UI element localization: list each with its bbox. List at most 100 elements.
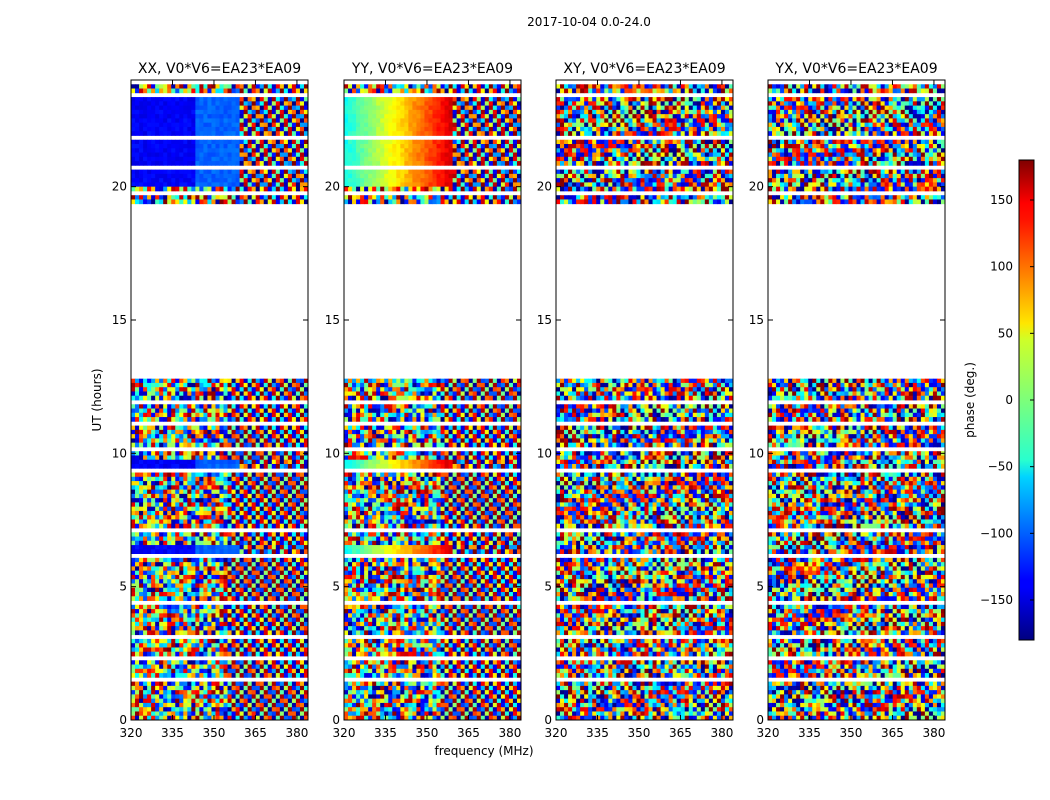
heatmap-cell xyxy=(143,506,148,512)
heatmap-cell xyxy=(207,382,212,388)
heatmap-cell xyxy=(432,88,437,94)
heatmap-cell xyxy=(508,101,514,106)
heatmap-cell xyxy=(147,109,152,115)
heatmap-cell xyxy=(283,566,289,572)
heatmap-cell xyxy=(271,664,277,670)
heatmap-cell xyxy=(480,126,486,132)
heatmap-cell xyxy=(295,105,301,111)
heatmap-cell xyxy=(167,702,172,708)
heatmap-cell xyxy=(263,451,269,456)
heatmap-cell xyxy=(259,643,265,648)
heatmap-cell xyxy=(211,493,216,499)
heatmap-cell xyxy=(512,101,518,106)
heatmap-cell xyxy=(424,139,429,145)
heatmap-cell xyxy=(235,391,241,397)
heatmap-cell xyxy=(159,144,164,149)
heatmap-cell xyxy=(167,152,172,158)
heatmap-cell xyxy=(211,532,216,537)
heatmap-cell xyxy=(175,186,180,192)
heatmap-cell xyxy=(239,673,245,678)
heatmap-cell xyxy=(143,715,148,721)
heatmap-cell xyxy=(287,464,293,469)
heatmap-cell xyxy=(420,118,425,124)
heatmap-cell xyxy=(227,148,232,153)
heatmap-cell xyxy=(299,609,305,614)
heatmap-cell xyxy=(259,540,265,546)
heatmap-cell xyxy=(159,579,164,584)
heatmap-cell xyxy=(247,502,253,508)
heatmap-cell xyxy=(199,152,204,158)
heatmap-cell xyxy=(299,395,305,401)
heatmap-cell xyxy=(215,549,220,554)
heatmap-cell xyxy=(279,425,285,431)
heatmap-cell xyxy=(436,144,441,149)
heatmap-cell xyxy=(468,156,474,162)
heatmap-cell xyxy=(131,638,136,644)
heatmap-cell xyxy=(131,429,136,435)
heatmap-cell xyxy=(404,105,409,111)
heatmap-cell xyxy=(484,97,490,102)
heatmap-cell xyxy=(243,169,249,175)
heatmap-cell xyxy=(251,442,257,448)
heatmap-cell xyxy=(271,519,277,525)
heatmap-cell xyxy=(283,425,289,431)
heatmap-cell xyxy=(175,715,180,721)
heatmap-cell xyxy=(291,660,297,665)
heatmap-cell xyxy=(239,178,245,183)
heatmap-cell xyxy=(267,583,273,589)
heatmap-cell xyxy=(143,481,148,486)
heatmap-cell xyxy=(235,118,241,124)
heatmap-cell xyxy=(263,638,269,644)
heatmap-cell xyxy=(215,464,220,469)
heatmap-cell xyxy=(131,707,136,712)
heatmap-cell xyxy=(271,613,277,618)
heatmap-cell xyxy=(135,715,140,721)
heatmap-cell xyxy=(175,122,180,128)
heatmap-cell xyxy=(291,502,297,508)
heatmap-cell xyxy=(484,105,490,111)
heatmap-cell xyxy=(131,485,136,490)
heatmap-cell xyxy=(364,139,369,145)
heatmap-cell xyxy=(424,105,429,111)
heatmap-cell xyxy=(452,169,458,175)
heatmap-cell xyxy=(151,604,156,610)
heatmap-cell xyxy=(183,186,188,192)
heatmap-cell xyxy=(227,702,232,708)
heatmap-cell xyxy=(219,613,224,618)
heatmap-cell xyxy=(195,506,200,512)
heatmap-cell xyxy=(227,562,232,567)
heatmap-cell xyxy=(291,199,297,205)
heatmap-cell xyxy=(360,118,365,124)
heatmap-cell xyxy=(279,434,285,439)
heatmap-cell xyxy=(295,570,301,576)
heatmap-cell xyxy=(243,97,249,102)
heatmap-cell xyxy=(211,382,216,388)
heatmap-cell xyxy=(303,464,309,469)
heatmap-cell xyxy=(255,707,261,712)
heatmap-cell xyxy=(175,583,180,589)
heatmap-cell xyxy=(267,715,273,721)
heatmap-cell xyxy=(135,498,140,503)
heatmap-cell xyxy=(299,489,305,495)
heatmap-cell xyxy=(211,84,216,89)
heatmap-cell xyxy=(187,613,192,618)
heatmap-cell xyxy=(287,122,293,128)
heatmap-cell xyxy=(400,173,405,179)
heatmap-cell xyxy=(207,549,212,554)
heatmap-cell xyxy=(344,114,349,119)
heatmap-cell xyxy=(227,579,232,584)
heatmap-cell xyxy=(179,702,184,708)
heatmap-cell xyxy=(259,523,265,529)
heatmap-cell xyxy=(259,557,265,563)
heatmap-cell xyxy=(163,587,168,593)
heatmap-cell xyxy=(239,506,245,512)
heatmap-cell xyxy=(191,114,196,119)
heatmap-cell xyxy=(223,664,228,670)
heatmap-cell xyxy=(191,604,196,610)
heatmap-cell xyxy=(163,464,168,469)
heatmap-cell xyxy=(299,88,305,94)
heatmap-cell xyxy=(243,596,249,601)
heatmap-cell xyxy=(151,382,156,388)
heatmap-cell xyxy=(171,715,176,721)
heatmap-cell xyxy=(468,84,474,89)
